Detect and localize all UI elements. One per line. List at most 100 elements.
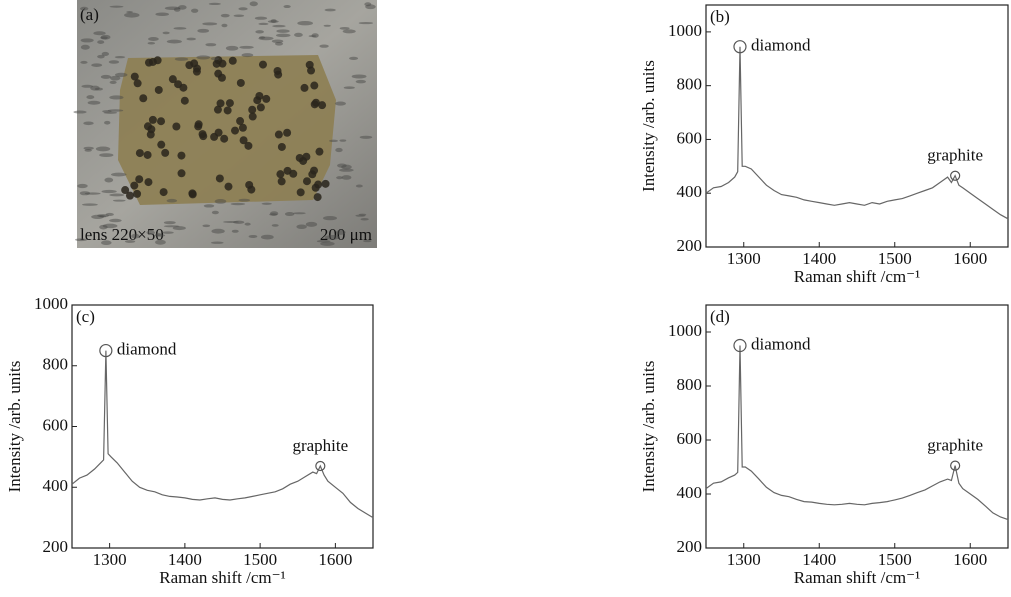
speckle (109, 193, 125, 197)
speckle (277, 142, 286, 151)
speckle (269, 213, 278, 216)
speckle (275, 42, 284, 46)
speckle (236, 78, 245, 87)
speckle (214, 128, 223, 137)
x-tick-label: 1300 (727, 249, 761, 268)
speckle (93, 31, 106, 36)
speckle (339, 27, 350, 30)
speckle (148, 37, 159, 42)
y-tick-label: 200 (43, 537, 69, 556)
annotation: diamond (751, 334, 811, 353)
speckle (284, 212, 295, 217)
speckle (220, 13, 230, 18)
speckle (205, 43, 217, 47)
peak-marker (315, 460, 326, 472)
speckle (214, 198, 227, 204)
speckle (185, 61, 194, 70)
speckle (297, 21, 313, 26)
speckle (154, 85, 163, 94)
speckle (231, 229, 239, 233)
speckle (161, 231, 174, 234)
speckle (95, 146, 111, 152)
speckle (197, 28, 210, 33)
speckle (293, 212, 306, 215)
speckle (143, 122, 152, 131)
speckle (109, 5, 124, 8)
speckle (262, 94, 271, 103)
plot-frame (705, 304, 1009, 549)
speckle (110, 172, 127, 177)
y-tick-label: 800 (677, 75, 703, 94)
speckle (166, 39, 182, 44)
speckle (168, 75, 177, 84)
speckle (336, 176, 343, 180)
speckle (177, 169, 186, 178)
x-tick-label: 1300 (93, 550, 127, 569)
speckle (91, 214, 104, 219)
speckle (110, 75, 121, 81)
x-tick-label: 1400 (168, 550, 202, 569)
speckle (324, 235, 340, 240)
speckle (196, 55, 211, 60)
speckle (186, 37, 197, 41)
speckle (271, 39, 284, 43)
speckle (80, 60, 88, 64)
speckle (255, 91, 264, 100)
speckle (225, 99, 234, 108)
speckle (241, 53, 254, 58)
speckle (223, 106, 232, 115)
speckle (276, 170, 285, 179)
speckle (283, 5, 291, 9)
y-tick-label: 1000 (668, 321, 702, 340)
speckle (223, 220, 239, 223)
speckle (180, 96, 189, 105)
lens-label: lens 220×50 (80, 225, 164, 244)
speckle (126, 11, 133, 14)
y-tick-label: 200 (677, 236, 703, 255)
speckle (84, 149, 92, 152)
speckle (131, 233, 140, 239)
y-tick-label: 1000 (34, 294, 68, 313)
speckle (248, 234, 258, 238)
y-axis-label: Intensity /arb. units (5, 361, 24, 493)
speckle (83, 146, 94, 150)
speckle (258, 22, 269, 26)
speckle (310, 166, 319, 175)
speckle (178, 5, 187, 10)
x-tick-label: 1400 (802, 249, 836, 268)
speckle (162, 31, 170, 35)
speckle (97, 40, 105, 44)
speckle (124, 240, 136, 243)
peak-marker (99, 343, 113, 358)
speckle (193, 64, 202, 73)
y-tick-label: 800 (43, 355, 69, 374)
speckle (260, 234, 274, 240)
x-tick-label: 1300 (727, 550, 761, 569)
speckle (274, 130, 283, 139)
spectrum-line (705, 46, 1009, 220)
speckle (101, 189, 117, 194)
speckle (355, 214, 366, 217)
speckle (339, 139, 347, 142)
speckle (115, 72, 128, 77)
speckle (215, 174, 224, 183)
y-tick-label: 600 (677, 429, 703, 448)
speckle (135, 149, 144, 158)
speckle (365, 4, 376, 10)
speckle (143, 150, 152, 159)
speckle (80, 38, 94, 43)
speckle (139, 94, 148, 103)
speckle (255, 30, 264, 34)
speckle (210, 57, 220, 61)
speckle (216, 99, 225, 108)
speckle (82, 203, 98, 206)
speckle (233, 14, 245, 17)
speckle (296, 188, 305, 197)
speckle (208, 2, 221, 6)
annotation: diamond (117, 339, 177, 358)
speckle (220, 134, 229, 143)
speckle (245, 180, 254, 189)
speckle (258, 36, 266, 39)
speckle (213, 105, 222, 114)
